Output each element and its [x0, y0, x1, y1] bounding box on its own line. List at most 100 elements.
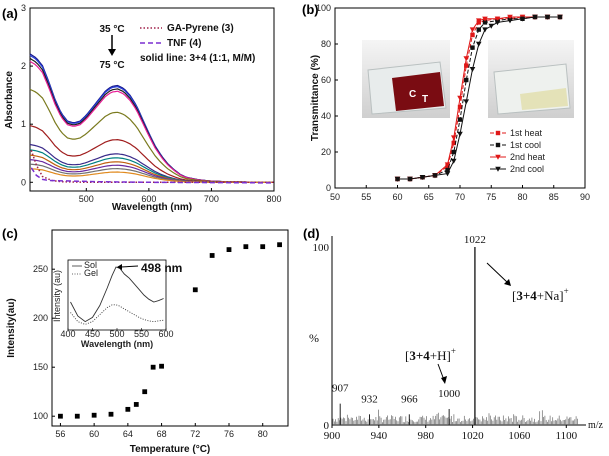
panel-b-legend: 1st heat 1st cool 2nd heat 2nd cool	[490, 128, 546, 174]
panel-d-axes: 900 940 980 1020 1060 1100 0 100	[313, 242, 578, 442]
panel-b-legend-label: 2nd cool	[510, 164, 544, 174]
panel-b-xtick-label: 50	[330, 192, 340, 202]
panel-c-point	[91, 412, 97, 418]
panel-b-point-2	[457, 95, 463, 101]
panel-d-noise	[332, 409, 578, 425]
panel-c-ytick-label: 200	[33, 313, 48, 323]
panel-b-point-3	[482, 27, 488, 33]
legend-tnf: TNF (4)	[167, 38, 201, 49]
panel-c-points	[58, 242, 282, 419]
panel-c-ytick-label: 100	[33, 411, 48, 421]
panel-b-point-0	[451, 140, 456, 146]
ion-h-sup: +	[451, 346, 456, 356]
panel-c-point	[226, 247, 232, 252]
panel-c-point	[277, 242, 282, 248]
panel-b-point-2	[444, 162, 451, 168]
svg-text:[3+4+Na]+: [3+4+Na]+	[512, 286, 569, 303]
panel-b-legend-label: 1st heat	[510, 128, 543, 138]
panel-d-label: (d)	[303, 226, 320, 241]
inset-axes: 400 450 500 550 600	[60, 328, 174, 339]
panel-c-point	[108, 411, 114, 417]
legend-solid-line: solid line: 3+4 (1:1, M/M)	[140, 53, 255, 64]
panel-b-xtick-label: 90	[580, 192, 590, 202]
annotation-35c: 35 °C	[99, 24, 124, 35]
panel-c-xtick-label: 64	[123, 429, 133, 439]
panel-b-point-3	[444, 171, 451, 177]
panel-a-series-4	[29, 88, 273, 183]
panel-b-point-2	[482, 16, 488, 22]
panel-b-point-0	[470, 32, 475, 38]
inset-ylabel: Intensity (au)	[52, 270, 62, 322]
panel-c-point	[142, 389, 148, 395]
ion-na-arrow-icon	[504, 279, 511, 286]
panel-b-xtick-label: 60	[392, 192, 402, 202]
panel-d-ylabel: %	[309, 331, 319, 345]
panel-b-legend-marker	[495, 142, 501, 148]
panel-d-xtick-label: 1100	[555, 430, 577, 442]
ion-na-close: +Na]	[537, 288, 564, 303]
panel-b-point-3	[463, 99, 470, 105]
panel-c-point	[209, 253, 215, 258]
annotation-75c: 75 °C	[99, 60, 124, 71]
panel-c-point	[159, 363, 164, 369]
panel-d-xtick-label: 980	[417, 430, 434, 442]
panel-b-axes: 50 55 60 65 70 75 80 85 90 0 20 40 60 80 100	[316, 3, 590, 202]
ion-na-open: [	[512, 288, 516, 303]
panel-c-ytick-label: 150	[33, 362, 48, 372]
panel-b-point-2	[507, 14, 513, 20]
panel-b-legend-marker	[495, 154, 501, 160]
panel-b-legend-label: 1st cool	[510, 140, 541, 150]
ms-peak-label: 932	[361, 393, 378, 405]
panel-a-ytick-label: 3	[21, 3, 26, 13]
panel-d-peaks: 907 932 966 1000 1022	[332, 234, 486, 425]
panel-b-point-3	[419, 175, 426, 180]
panel-b-point-3	[488, 23, 495, 29]
panel-a-xtick-label: 800	[266, 194, 281, 204]
panel-c-ytick-label: 250	[33, 264, 48, 274]
panel-b-point-3	[475, 41, 482, 47]
panel-b: (b) 50 55 60 65 70 75 80 85 90 0 20 40 60 80 100 Trans…	[302, 2, 590, 202]
panel-c: (c) 56 60 64 68 72 76 80 100 150 200 250 Temperatu…	[2, 226, 289, 455]
panel-b-point-3	[394, 176, 401, 182]
panel-a-legend: GA-Pyrene (3) TNF (4) solid line: 3+4 (1…	[140, 23, 255, 64]
inset-xtick-label: 400	[60, 329, 75, 339]
panel-d-xlabel: m/z	[588, 420, 604, 431]
panel-b-point-1	[464, 77, 469, 83]
panel-b-legend-label: 2nd heat	[510, 152, 546, 162]
panel-b-ylabel: Transmittance (%)	[310, 55, 321, 141]
panel-b-point-3	[544, 14, 551, 20]
vial-yellow-solution	[520, 88, 568, 110]
panel-c-xtick-label: 56	[55, 429, 65, 439]
panel-c-xtick-label: 68	[157, 429, 167, 439]
panel-b-curves	[394, 14, 563, 182]
panel-b-xtick-label: 65	[424, 192, 434, 202]
panel-d-xtick-label: 1020	[462, 430, 485, 442]
panel-d-xtick-label: 900	[324, 430, 341, 442]
panel-b-point-3	[450, 158, 457, 164]
panel-b-ytick-label: 20	[321, 147, 331, 157]
inset-peak-label: 498 nm	[141, 261, 182, 275]
panel-b-point-3	[507, 18, 513, 24]
inset-legend-gel: Gel	[84, 268, 98, 278]
panel-c-point	[150, 364, 156, 370]
vial-red-gel	[392, 72, 444, 111]
panel-b-point-1	[476, 27, 481, 32]
panel-b-xtick-label: 55	[361, 192, 371, 202]
ms-peak-label: 966	[401, 393, 418, 405]
panel-b-legend-marker	[495, 166, 501, 172]
panel-b-point-1	[457, 117, 463, 122]
panel-b-xtick-label: 80	[517, 192, 527, 202]
panel-a-curves	[29, 53, 275, 184]
panel-a-frame	[29, 7, 275, 192]
panel-d-ytick-label: 100	[313, 242, 330, 254]
panel-a-series-11	[29, 168, 273, 183]
inset-curve-sol	[70, 266, 164, 323]
panel-d: (d) 900 940 980 1020 1060 1100 0 100 907 932 966 1…	[303, 226, 604, 442]
inset-peak-arrow-line	[120, 265, 139, 268]
panel-c-xtick-label: 76	[224, 429, 234, 439]
photo-left: C T	[362, 40, 450, 118]
panel-b-ytick-label: 100	[316, 3, 331, 13]
panel-b-xtick-label: 75	[486, 192, 496, 202]
panel-b-label: (b)	[302, 2, 319, 17]
